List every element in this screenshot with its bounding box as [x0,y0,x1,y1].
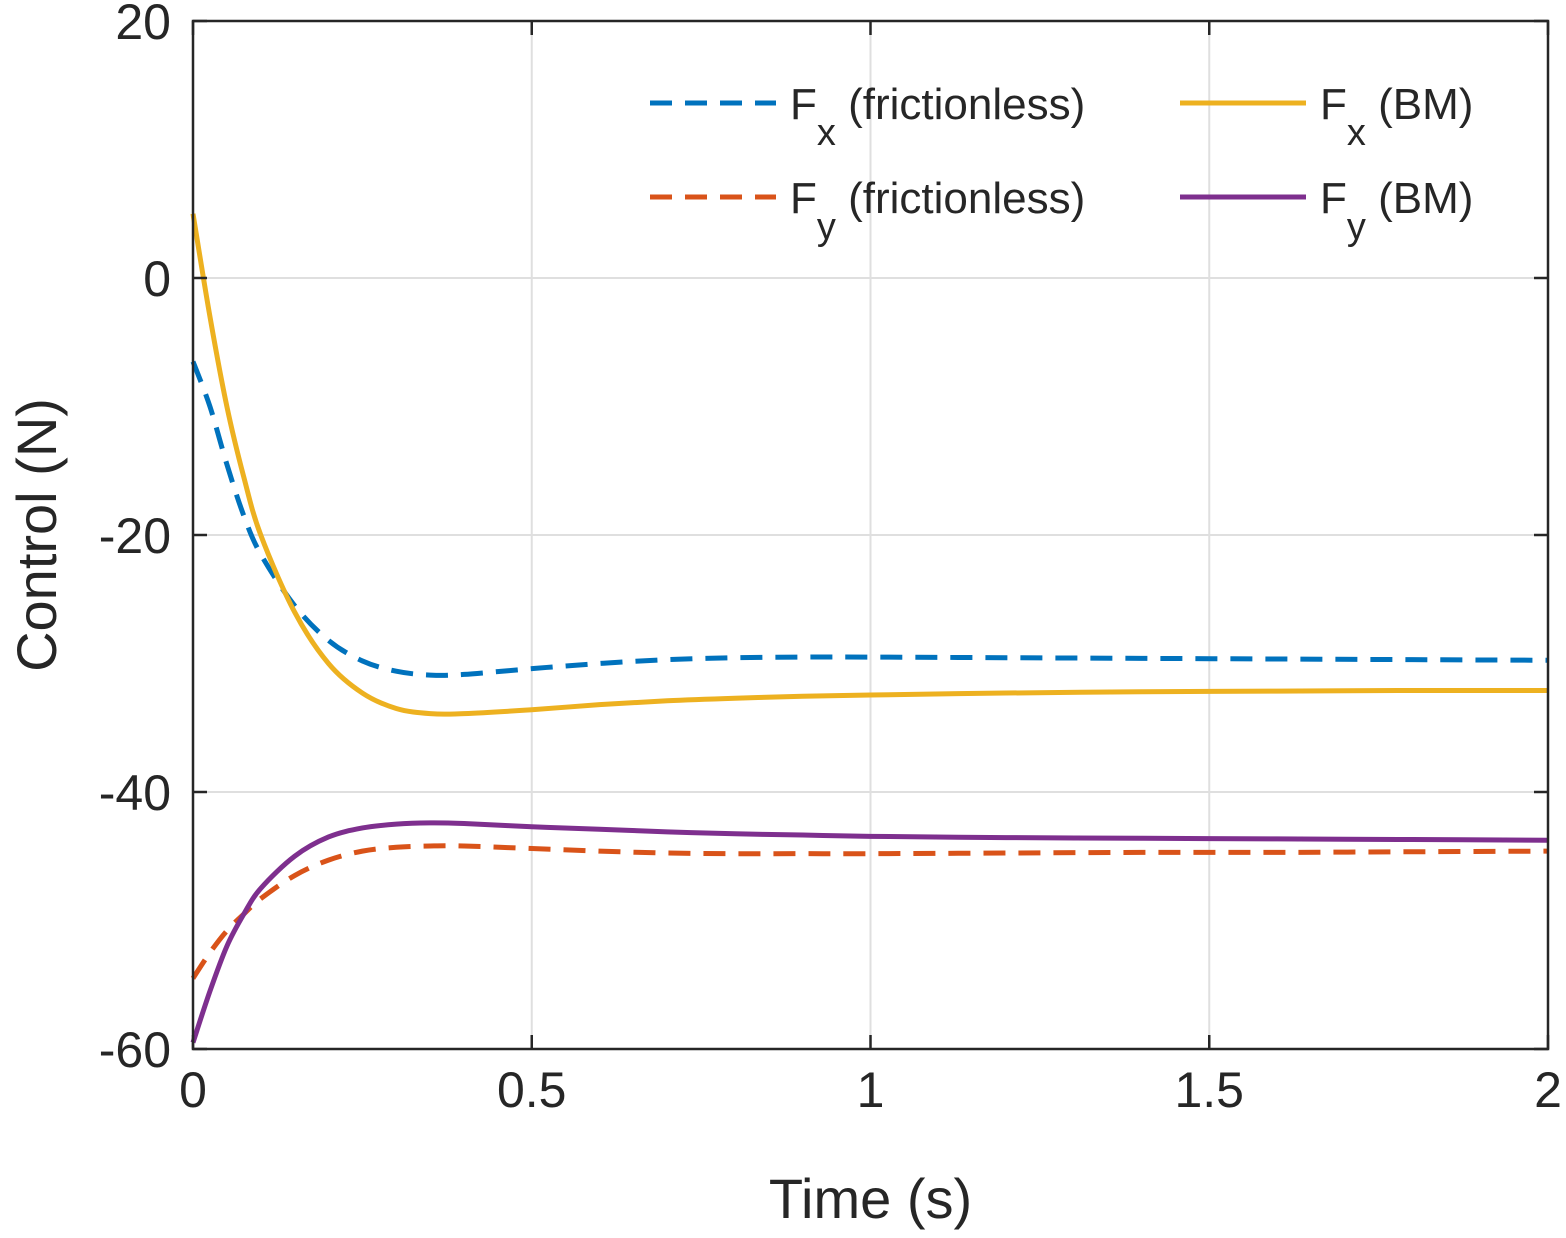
x-tick-label: 0 [179,1062,207,1118]
tick-labels: 0 0.5 1 1.5 2 -60 -40 -20 0 20 [99,0,1562,1118]
y-tick-label: 0 [143,251,171,307]
y-tick-label: -20 [99,508,171,564]
y-axis-label: Control (N) [5,398,68,672]
x-axis-label: Time (s) [769,1167,972,1230]
grid-lines [193,21,1548,1049]
x-tick-label: 2 [1534,1062,1562,1118]
legend-entry-label: Fy (BM) [1320,174,1473,248]
legend: Fx (frictionless) Fy (frictionless) Fx (BM… [650,80,1473,248]
y-tick-label: -60 [99,1022,171,1078]
legend-entry-label: Fy (frictionless) [790,174,1085,248]
series-line-2 [190,213,1549,717]
x-tick-label: 1 [857,1062,885,1118]
series-group [190,213,1549,1044]
series-line-0 [190,360,1549,678]
x-tick-label: 0.5 [497,1062,567,1118]
axes [191,19,1550,1051]
legend-entry-label: Fx (BM) [1320,80,1473,154]
y-tick-label: 20 [115,0,171,50]
legend-entry-label: Fx (frictionless) [790,80,1085,154]
y-tick-label: -40 [99,765,171,821]
series-line-1 [190,843,1549,980]
x-tick-label: 1.5 [1174,1062,1244,1118]
series-line-3 [190,820,1549,1044]
